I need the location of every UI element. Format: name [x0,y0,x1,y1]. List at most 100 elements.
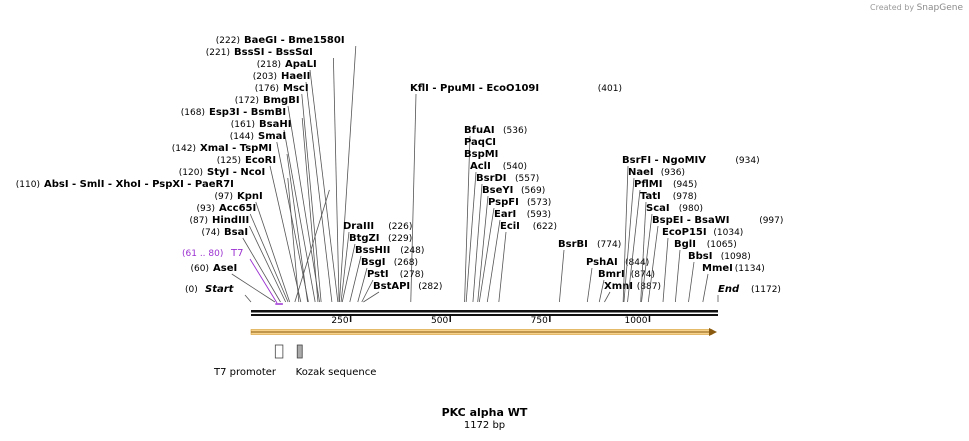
site-label-3: HaeII [281,71,310,82]
feature-label-kozak: Kozak sequence [296,367,377,378]
site-connector-38 [622,165,629,303]
site-pos-37: (887) [637,282,661,292]
site-label-42: ScaI [646,203,670,214]
site-connector-0 [339,45,357,303]
site-connector-31 [357,267,368,303]
site-connector-41 [640,201,647,303]
site-pos-36: (874) [631,270,655,280]
site-pos-29: (229) [388,234,412,244]
site-connector-10 [269,165,302,303]
site-connector-17 [231,273,276,303]
site-label-8: SmaI [258,131,286,142]
start-connector [244,294,252,303]
site-pos-17: (60) [191,264,209,274]
site-label-27: EciI [500,221,520,232]
site-label-22: AclI [470,161,491,172]
site-pos-42: (980) [679,204,703,214]
feature-label-t7-promoter: T7 promoter [213,367,277,378]
site-pos-8: (144) [230,132,254,142]
site-label-0: BaeGI - Bme1580I [244,35,345,46]
map-title: PKC alpha WT [441,406,528,419]
site-label-37: XmnI [604,281,633,292]
site-pos-38: (934) [735,156,759,166]
site-label-41: TatI [640,191,661,202]
primer-pos: (61 .. 80) [182,249,223,259]
site-label-5: BmgBI [263,95,300,106]
site-pos-11: (120) [179,168,203,178]
site-connector-46 [688,261,695,303]
site-label-45: BglI [674,239,696,250]
site-connector-14 [249,213,289,303]
site-pos-12: (110) [16,180,40,190]
site-label-23: BsrDI [476,173,507,184]
site-pos-16: (74) [202,228,220,238]
site-connector-35 [586,267,593,303]
tick-label-0: 250 [331,316,348,326]
site-connector-11 [287,177,300,303]
tick-label-3: 1000 [625,316,648,326]
site-label-1: BssSI - BssSαI [234,47,313,58]
site-connector-24 [477,195,489,303]
site-pos-30: (248) [400,246,424,256]
site-label-21: BspMI [464,149,498,160]
site-label-40: PflMI [634,179,662,190]
site-connector-43 [647,225,659,303]
snapgene-logo-text: SnapGene [916,3,963,13]
site-pos-44: (1034) [713,228,743,238]
site-connector-36 [598,279,605,303]
site-pos-19: (536) [503,126,527,136]
site-label-43: BspEI - BsaWI [652,215,729,226]
site-pos-34: (774) [597,240,621,250]
site-connector-22 [465,171,477,303]
site-pos-27: (622) [533,222,557,232]
site-label-38: BsrFI - NgoMIV [622,155,706,166]
site-pos-0: (222) [216,36,240,46]
site-label-29: BtgZI [349,233,380,244]
site-pos-28: (226) [388,222,412,232]
site-label-36: BmrI [598,269,625,280]
site-connector-39 [623,177,635,303]
site-pos-15: (87) [190,216,208,226]
feature-box-kozak [296,344,303,359]
credit-prefix: Created by [870,3,915,12]
site-label-12: AbsI - SmlI - XhoI - PspXI - PaeR7I [44,179,234,190]
end-label: End [718,284,740,295]
site-connector-1 [333,57,340,303]
site-label-47: MmeI [702,263,733,274]
site-label-46: BbsI [688,251,712,262]
site-label-32: PstI [367,269,389,280]
site-connector-32 [361,279,374,303]
site-pos-1: (221) [206,48,230,58]
site-connector-4 [301,93,322,303]
site-label-24: BseYI [482,185,513,196]
site-pos-32: (278) [400,270,424,280]
site-pos-41: (978) [673,192,697,202]
site-connector-34 [559,249,565,303]
site-label-17: AseI [213,263,237,274]
site-pos-4: (176) [255,84,279,94]
site-label-35: PshAI [586,257,618,268]
site-pos-35: (844) [625,258,649,268]
site-label-39: NaeI [628,167,654,178]
start-pos: (0) [185,285,198,295]
orf-arrowhead [709,328,717,336]
site-connector-13 [255,201,291,303]
site-pos-24: (569) [521,186,545,196]
site-label-20: PaqCI [464,137,496,148]
site-label-13: KpnI [237,191,263,202]
site-pos-13: (97) [215,192,233,202]
site-pos-18: (401) [598,84,622,94]
site-pos-14: (93) [197,204,215,214]
site-label-16: BsaI [224,227,248,238]
site-pos-45: (1065) [707,240,737,250]
site-label-15: HindIII [212,215,249,226]
site-pos-23: (557) [515,174,539,184]
dna-strand-bottom [251,314,718,316]
map-length: 1172 bp [463,420,506,431]
site-pos-6: (168) [181,108,205,118]
site-connector-9 [286,153,308,303]
site-label-2: ApaLI [285,59,317,70]
site-connector-42 [641,213,653,303]
site-connector-12 [294,189,330,303]
site-connector-5 [287,105,320,303]
